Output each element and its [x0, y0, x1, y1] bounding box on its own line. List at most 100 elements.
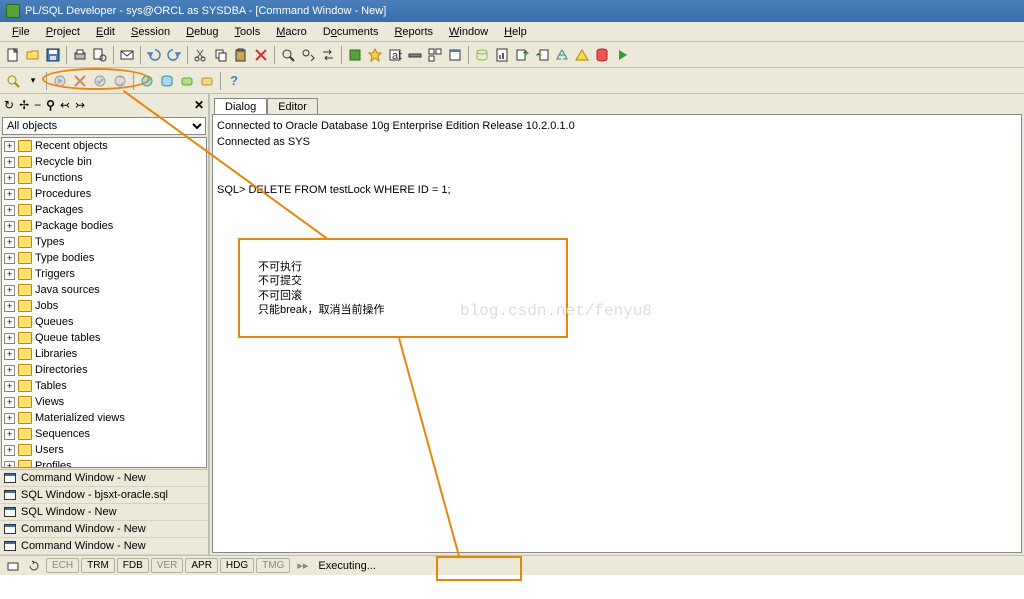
- menu-macro[interactable]: Macro: [268, 24, 315, 40]
- tree-node[interactable]: +Functions: [2, 170, 206, 186]
- commit-icon[interactable]: [91, 72, 109, 90]
- import-icon[interactable]: [533, 46, 551, 64]
- status-tab[interactable]: TMG: [256, 558, 290, 573]
- test-icon[interactable]: [178, 72, 196, 90]
- refresh-icon[interactable]: ↻: [4, 98, 14, 112]
- tree-node[interactable]: +Java sources: [2, 282, 206, 298]
- save-icon[interactable]: [44, 46, 62, 64]
- window-list-item[interactable]: Command Window - New: [0, 538, 208, 555]
- tree-node[interactable]: +Jobs: [2, 298, 206, 314]
- tree-node[interactable]: +Packages: [2, 202, 206, 218]
- menu-window[interactable]: Window: [441, 24, 496, 40]
- tree-node[interactable]: +Triggers: [2, 266, 206, 282]
- db-icon[interactable]: [593, 46, 611, 64]
- menu-tools[interactable]: Tools: [227, 24, 269, 40]
- report-icon[interactable]: [493, 46, 511, 64]
- tree-node[interactable]: +Recent objects: [2, 138, 206, 154]
- find-next-icon[interactable]: [299, 46, 317, 64]
- tree-node[interactable]: +Procedures: [2, 186, 206, 202]
- delete-icon[interactable]: [252, 46, 270, 64]
- window-list-item[interactable]: SQL Window - New: [0, 504, 208, 521]
- recycle-icon[interactable]: [553, 46, 571, 64]
- sql-window-icon[interactable]: [158, 72, 176, 90]
- window-icon[interactable]: [446, 46, 464, 64]
- tree-node[interactable]: +Recycle bin: [2, 154, 206, 170]
- status-compile-icon[interactable]: [4, 557, 22, 575]
- filter-icon[interactable]: ⚲: [46, 98, 55, 112]
- add-icon[interactable]: ✢: [19, 98, 29, 112]
- beautify-icon[interactable]: [366, 46, 384, 64]
- tree-node[interactable]: +Libraries: [2, 346, 206, 362]
- main-area: ↻ ✢ − ⚲ ↢ ↣ ✕ All objects +Recent object…: [0, 94, 1024, 555]
- menu-project[interactable]: Project: [38, 24, 88, 40]
- console-line: SQL> DELETE FROM testLock WHERE ID = 1;: [217, 183, 1017, 199]
- status-tab[interactable]: ECH: [46, 558, 79, 573]
- break-icon[interactable]: [71, 72, 89, 90]
- tree-node[interactable]: +Materialized views: [2, 410, 206, 426]
- alert-icon[interactable]: [573, 46, 591, 64]
- tree-node[interactable]: +Types: [2, 234, 206, 250]
- tree-node[interactable]: +Type bodies: [2, 250, 206, 266]
- status-tab[interactable]: APR: [185, 558, 218, 573]
- plan-icon[interactable]: [198, 72, 216, 90]
- nav-fwd-icon[interactable]: ↣: [75, 98, 85, 112]
- tab-editor[interactable]: Editor: [267, 98, 318, 114]
- command-window[interactable]: Connected to Oracle Database 10g Enterpr…: [212, 114, 1022, 553]
- logon-icon[interactable]: [4, 72, 22, 90]
- menu-debug[interactable]: Debug: [178, 24, 226, 40]
- undo-icon[interactable]: [145, 46, 163, 64]
- window-list-icon[interactable]: [426, 46, 444, 64]
- replace-icon[interactable]: [319, 46, 337, 64]
- menu-documents[interactable]: Documents: [315, 24, 387, 40]
- menu-help[interactable]: Help: [496, 24, 535, 40]
- open-icon[interactable]: [24, 46, 42, 64]
- play-icon[interactable]: [613, 46, 631, 64]
- cut-icon[interactable]: [192, 46, 210, 64]
- paste-icon[interactable]: [232, 46, 250, 64]
- status-tab[interactable]: VER: [151, 558, 184, 573]
- tool-icon[interactable]: [406, 46, 424, 64]
- status-tab[interactable]: FDB: [117, 558, 149, 573]
- remove-icon[interactable]: −: [34, 98, 41, 112]
- tab-dialog[interactable]: Dialog: [214, 98, 267, 115]
- close-browser-icon[interactable]: ✕: [194, 98, 204, 112]
- object-filter-select[interactable]: All objects: [2, 117, 206, 135]
- window-list-item[interactable]: Command Window - New: [0, 521, 208, 538]
- tree-node[interactable]: +Sequences: [2, 426, 206, 442]
- export-icon[interactable]: [513, 46, 531, 64]
- status-tab[interactable]: HDG: [220, 558, 254, 573]
- tree-node[interactable]: +Queues: [2, 314, 206, 330]
- rollback-icon[interactable]: [111, 72, 129, 90]
- nav-back-icon[interactable]: ↢: [60, 98, 70, 112]
- mail-icon[interactable]: [118, 46, 136, 64]
- new-icon[interactable]: [4, 46, 22, 64]
- tree-node[interactable]: +Tables: [2, 378, 206, 394]
- execute-icon[interactable]: [51, 72, 69, 90]
- menu-edit[interactable]: Edit: [88, 24, 123, 40]
- tree-node[interactable]: +Package bodies: [2, 218, 206, 234]
- tree-node[interactable]: +Profiles: [2, 458, 206, 468]
- explain-icon[interactable]: [346, 46, 364, 64]
- menu-reports[interactable]: Reports: [386, 24, 441, 40]
- help-icon[interactable]: ?: [225, 72, 243, 90]
- find-icon[interactable]: [279, 46, 297, 64]
- menu-session[interactable]: Session: [123, 24, 178, 40]
- redo-icon[interactable]: [165, 46, 183, 64]
- sql-icon[interactable]: [473, 46, 491, 64]
- menu-file[interactable]: File: [4, 24, 38, 40]
- code-assist-icon[interactable]: ab: [386, 46, 404, 64]
- print-icon[interactable]: [71, 46, 89, 64]
- tree-node[interactable]: +Queue tables: [2, 330, 206, 346]
- logon-dropdown-icon[interactable]: ▾: [24, 72, 42, 90]
- tree-node[interactable]: +Users: [2, 442, 206, 458]
- tree-node[interactable]: +Directories: [2, 362, 206, 378]
- status-tab[interactable]: TRM: [81, 558, 115, 573]
- copy-icon[interactable]: [212, 46, 230, 64]
- window-list-item[interactable]: SQL Window - bjsxt-oracle.sql: [0, 487, 208, 504]
- object-tree[interactable]: +Recent objects+Recycle bin+Functions+Pr…: [1, 137, 207, 468]
- print-preview-icon[interactable]: [91, 46, 109, 64]
- tree-node[interactable]: +Views: [2, 394, 206, 410]
- status-refresh-icon[interactable]: [25, 557, 43, 575]
- window-list-item[interactable]: Command Window - New: [0, 470, 208, 487]
- compile-icon[interactable]: [138, 72, 156, 90]
